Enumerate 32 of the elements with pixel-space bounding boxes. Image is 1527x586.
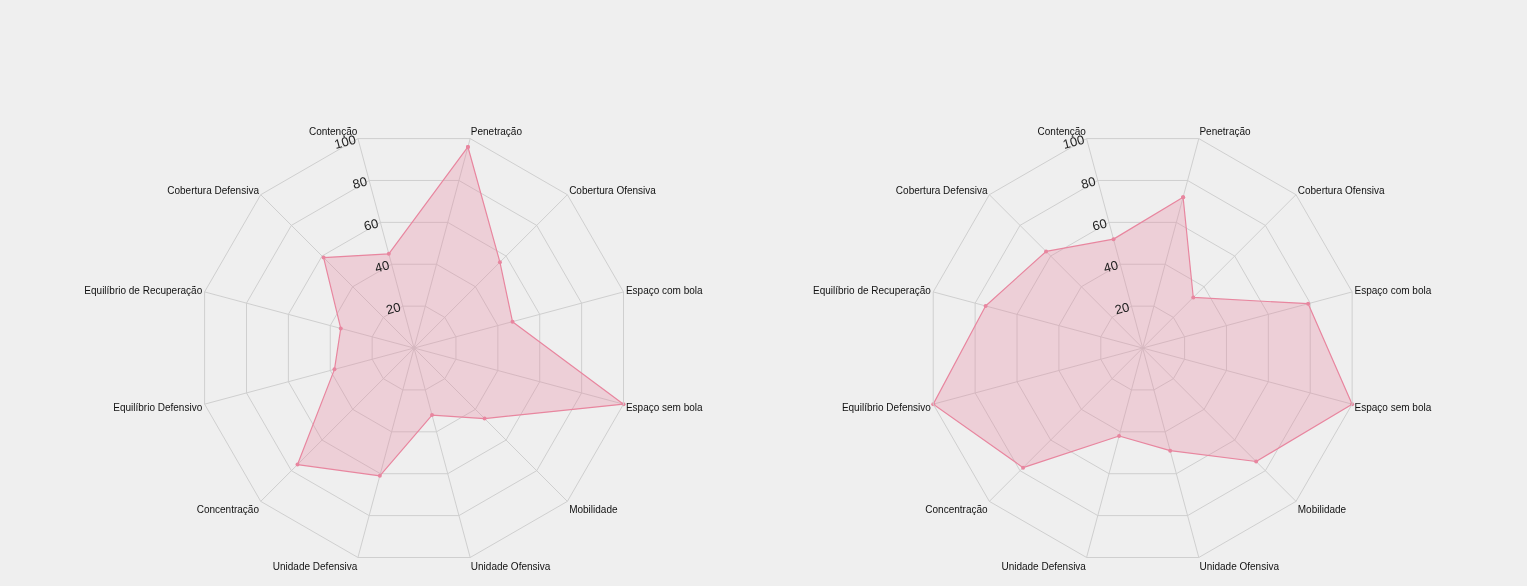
y-tick-label: 60: [1090, 215, 1109, 234]
spoke-label: Penetração: [1199, 126, 1252, 138]
spoke-label: Unidade Defensiva: [272, 561, 358, 573]
y-tick-label: 20: [384, 299, 403, 318]
y-tick-label: 20: [1113, 299, 1131, 318]
spoke-label: Concentração: [925, 503, 989, 515]
spoke-label: Mobilidade: [1297, 503, 1347, 515]
spoke-label: Contenção: [308, 126, 358, 138]
spoke-label: Cobertura Ofensiva: [569, 185, 657, 196]
spoke-label: Espaço com bola: [625, 285, 704, 297]
spoke-label: Espaço com bola: [1354, 285, 1432, 297]
spoke-label: Espaço sem bola: [1354, 401, 1432, 413]
y-tick-label: 80: [1079, 173, 1098, 192]
spoke-label: Espaço sem bola: [625, 401, 704, 413]
spoke-label: Equilíbrio Defensivo: [841, 401, 932, 413]
spoke-label: Equilíbrio Defensivo: [113, 401, 203, 413]
spoke-label: Equilíbrio de Recuperação: [812, 285, 932, 297]
spoke-label: Mobilidade: [569, 503, 618, 515]
y-tick-label: 80: [350, 173, 369, 192]
spoke-label: Cobertura Ofensiva: [1297, 185, 1385, 196]
spoke-label: Unidade Ofensiva: [1199, 561, 1280, 573]
spoke-label: Unidade Ofensiva: [470, 561, 551, 573]
spoke-label: Contenção: [1037, 126, 1087, 138]
y-tick-label: 40: [1101, 257, 1120, 276]
spoke-label: Unidade Defensiva: [1001, 561, 1087, 573]
spoke-label: Cobertura Defensiva: [895, 185, 989, 196]
y-tick-label: 60: [362, 215, 380, 234]
spoke-label: Cobertura Defensiva: [167, 185, 260, 196]
y-tick-label: 40: [373, 257, 392, 276]
spoke-label: Penetração: [470, 126, 523, 138]
spoke-label: Concentração: [196, 503, 260, 515]
spoke-label: Equilíbrio de Recuperação: [84, 285, 203, 297]
